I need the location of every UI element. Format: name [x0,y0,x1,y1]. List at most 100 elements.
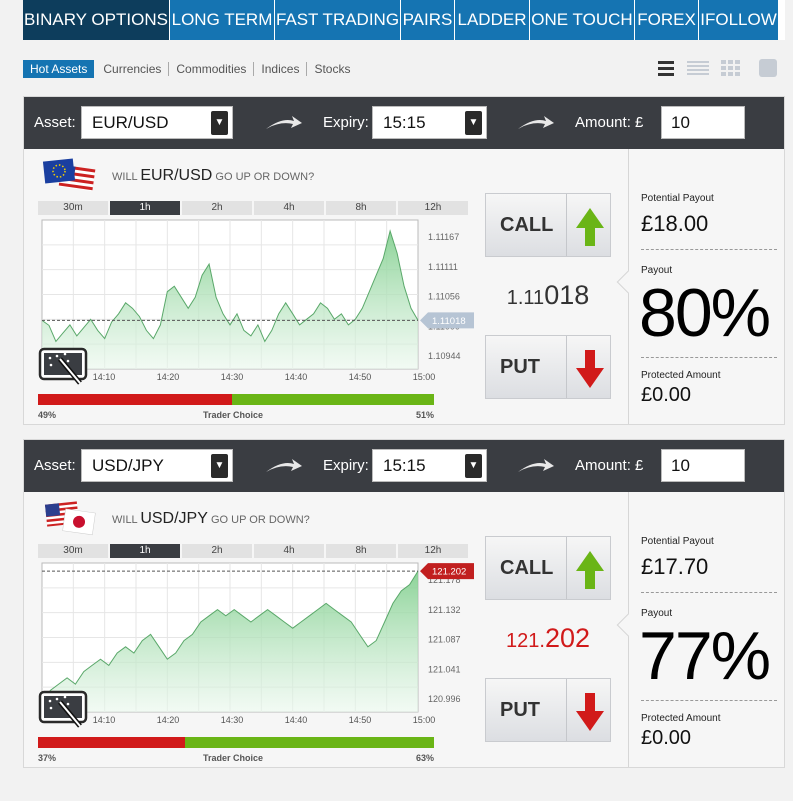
grid-view-icon[interactable] [720,59,742,82]
timeframe-selector: 30m 1h 2h 4h 8h 12h [38,544,468,558]
arrow-down-icon [576,693,604,731]
call-sentiment-pct: 51% [415,410,434,420]
x-tick-label: 14:30 [221,372,244,382]
current-price-tag-label: 121.202 [432,567,466,578]
payout-label: Payout [641,608,673,619]
filter-commodities[interactable]: Commodities [169,62,255,76]
us-jp-flag-icon [44,501,96,536]
price-line [41,229,419,343]
protected-amount-value: £0.00 [641,727,692,749]
filter-hot-assets[interactable]: Hot Assets [23,60,95,78]
put-button[interactable]: PUT [485,335,611,399]
tab-ifollow[interactable]: IFOLLOW [699,0,778,40]
current-price: 1.11018 [485,280,611,311]
compact-list-icon[interactable] [686,59,710,82]
tab-long-term[interactable]: LONG TERM [170,0,274,40]
arrow-right-icon [266,116,302,129]
x-tick-label: 14:50 [349,715,372,725]
price-area [42,571,418,712]
filter-indices[interactable]: Indices [254,62,308,76]
current-price: 121.202 [485,623,611,654]
trader-choice-label: Trader Choice [203,410,264,420]
x-tick-label: 14:40 [285,372,308,382]
x-tick-label: 14:30 [221,715,244,725]
y-tick-label: 121.178 [428,575,461,585]
arrow-right-icon [266,459,302,472]
tab-forex[interactable]: FOREX [635,0,698,40]
timeframe-30m[interactable]: 30m [38,201,108,215]
timeframe-4h[interactable]: 4h [254,544,324,558]
amount-input[interactable]: 10 [661,106,745,139]
payout-summary: Potential Payout £17.70 Payout 77% Prote… [616,492,784,767]
put-button[interactable]: PUT [485,678,611,742]
timeframe-selector: 30m 1h 2h 4h 8h 12h [38,201,468,215]
timeframe-1h[interactable]: 1h [110,544,180,558]
arrow-right-icon [518,459,554,472]
trader-sentiment-bar [38,394,434,405]
chevron-down-icon: ▼ [211,454,228,478]
call-sentiment-fill [232,394,434,405]
potential-payout-value: £18.00 [641,211,709,236]
call-button[interactable]: CALL [485,536,611,600]
y-tick-label: 121.087 [428,635,461,645]
x-tick-label: 14:10 [93,372,116,382]
potential-payout-label: Potential Payout [641,536,714,547]
potential-payout-value: £17.70 [641,554,709,579]
payout-summary: Potential Payout £18.00 Payout 80% Prote… [616,149,784,424]
timeframe-12h[interactable]: 12h [398,544,468,558]
tab-one-touch[interactable]: ONE TOUCH [530,0,634,40]
price-prefix: 1.11 [506,287,545,309]
question-asset: EUR/USD [140,167,213,184]
call-label: CALL [500,214,554,236]
expiry-select[interactable]: 15:15 ▼ [372,106,487,139]
chevron-down-icon: ▼ [465,111,482,135]
question-asset: USD/JPY [140,510,208,527]
timeframe-30m[interactable]: 30m [38,544,108,558]
trader-sentiment-bar [38,737,434,748]
price-area [42,231,418,369]
timeframe-2h[interactable]: 2h [182,201,252,215]
price-line [41,570,419,703]
timeframe-4h[interactable]: 4h [254,201,324,215]
x-tick-label: 15:00 [413,715,436,725]
filter-currencies[interactable]: Currencies [96,62,170,76]
current-price-tag [420,312,474,329]
expiry-select[interactable]: 15:15 ▼ [372,449,487,482]
timeframe-8h[interactable]: 8h [326,201,396,215]
timeframe-1h[interactable]: 1h [110,201,180,215]
amount-input[interactable]: 10 [661,449,745,482]
filter-stocks[interactable]: Stocks [314,62,351,76]
single-view-icon[interactable] [758,58,778,83]
amount-label: Amount: £ [575,457,644,474]
y-tick-label: 1.11167 [428,232,459,242]
x-tick-label: 14:50 [349,372,372,382]
timeframe-2h[interactable]: 2h [182,544,252,558]
tab-ladder[interactable]: LADDER [455,0,529,40]
view-toggles [656,58,778,83]
trader-choice-label: Trader Choice [203,753,264,763]
chevron-down-icon: ▼ [211,111,228,135]
protected-amount-label: Protected Amount [641,713,721,724]
eu-us-flag-icon [42,158,96,192]
timeframe-8h[interactable]: 8h [326,544,396,558]
timeframe-12h[interactable]: 12h [398,201,468,215]
tab-fast-trading[interactable]: FAST TRADING [275,0,400,40]
call-button[interactable]: CALL [485,193,611,257]
protected-amount-label: Protected Amount [641,370,721,381]
tab-binary-options[interactable]: BINARY OPTIONS [23,0,169,40]
expiry-select-value: 15:15 [383,456,426,475]
asset-select[interactable]: USD/JPY ▼ [81,449,233,482]
asset-category-filters: Hot Assets Currencies Commodities Indice… [23,60,357,78]
asset-question: WILL EUR/USD GO UP OR DOWN? [112,167,315,184]
asset-label: Asset: [34,457,76,474]
asset-select-value: USD/JPY [92,456,164,475]
tab-pairs[interactable]: PAIRS [401,0,454,40]
put-sentiment-pct: 37% [38,753,57,763]
chevron-down-icon: ▼ [465,454,482,478]
asset-select[interactable]: EUR/USD ▼ [81,106,233,139]
price-prefix: 121. [506,630,545,652]
list-view-icon[interactable] [656,59,676,82]
call-sentiment-fill [184,737,434,748]
trade-panel-eurusd: Asset: EUR/USD ▼ Expiry: 15:15 ▼ Amount:… [23,96,785,425]
y-tick-label: 120.996 [428,694,461,704]
